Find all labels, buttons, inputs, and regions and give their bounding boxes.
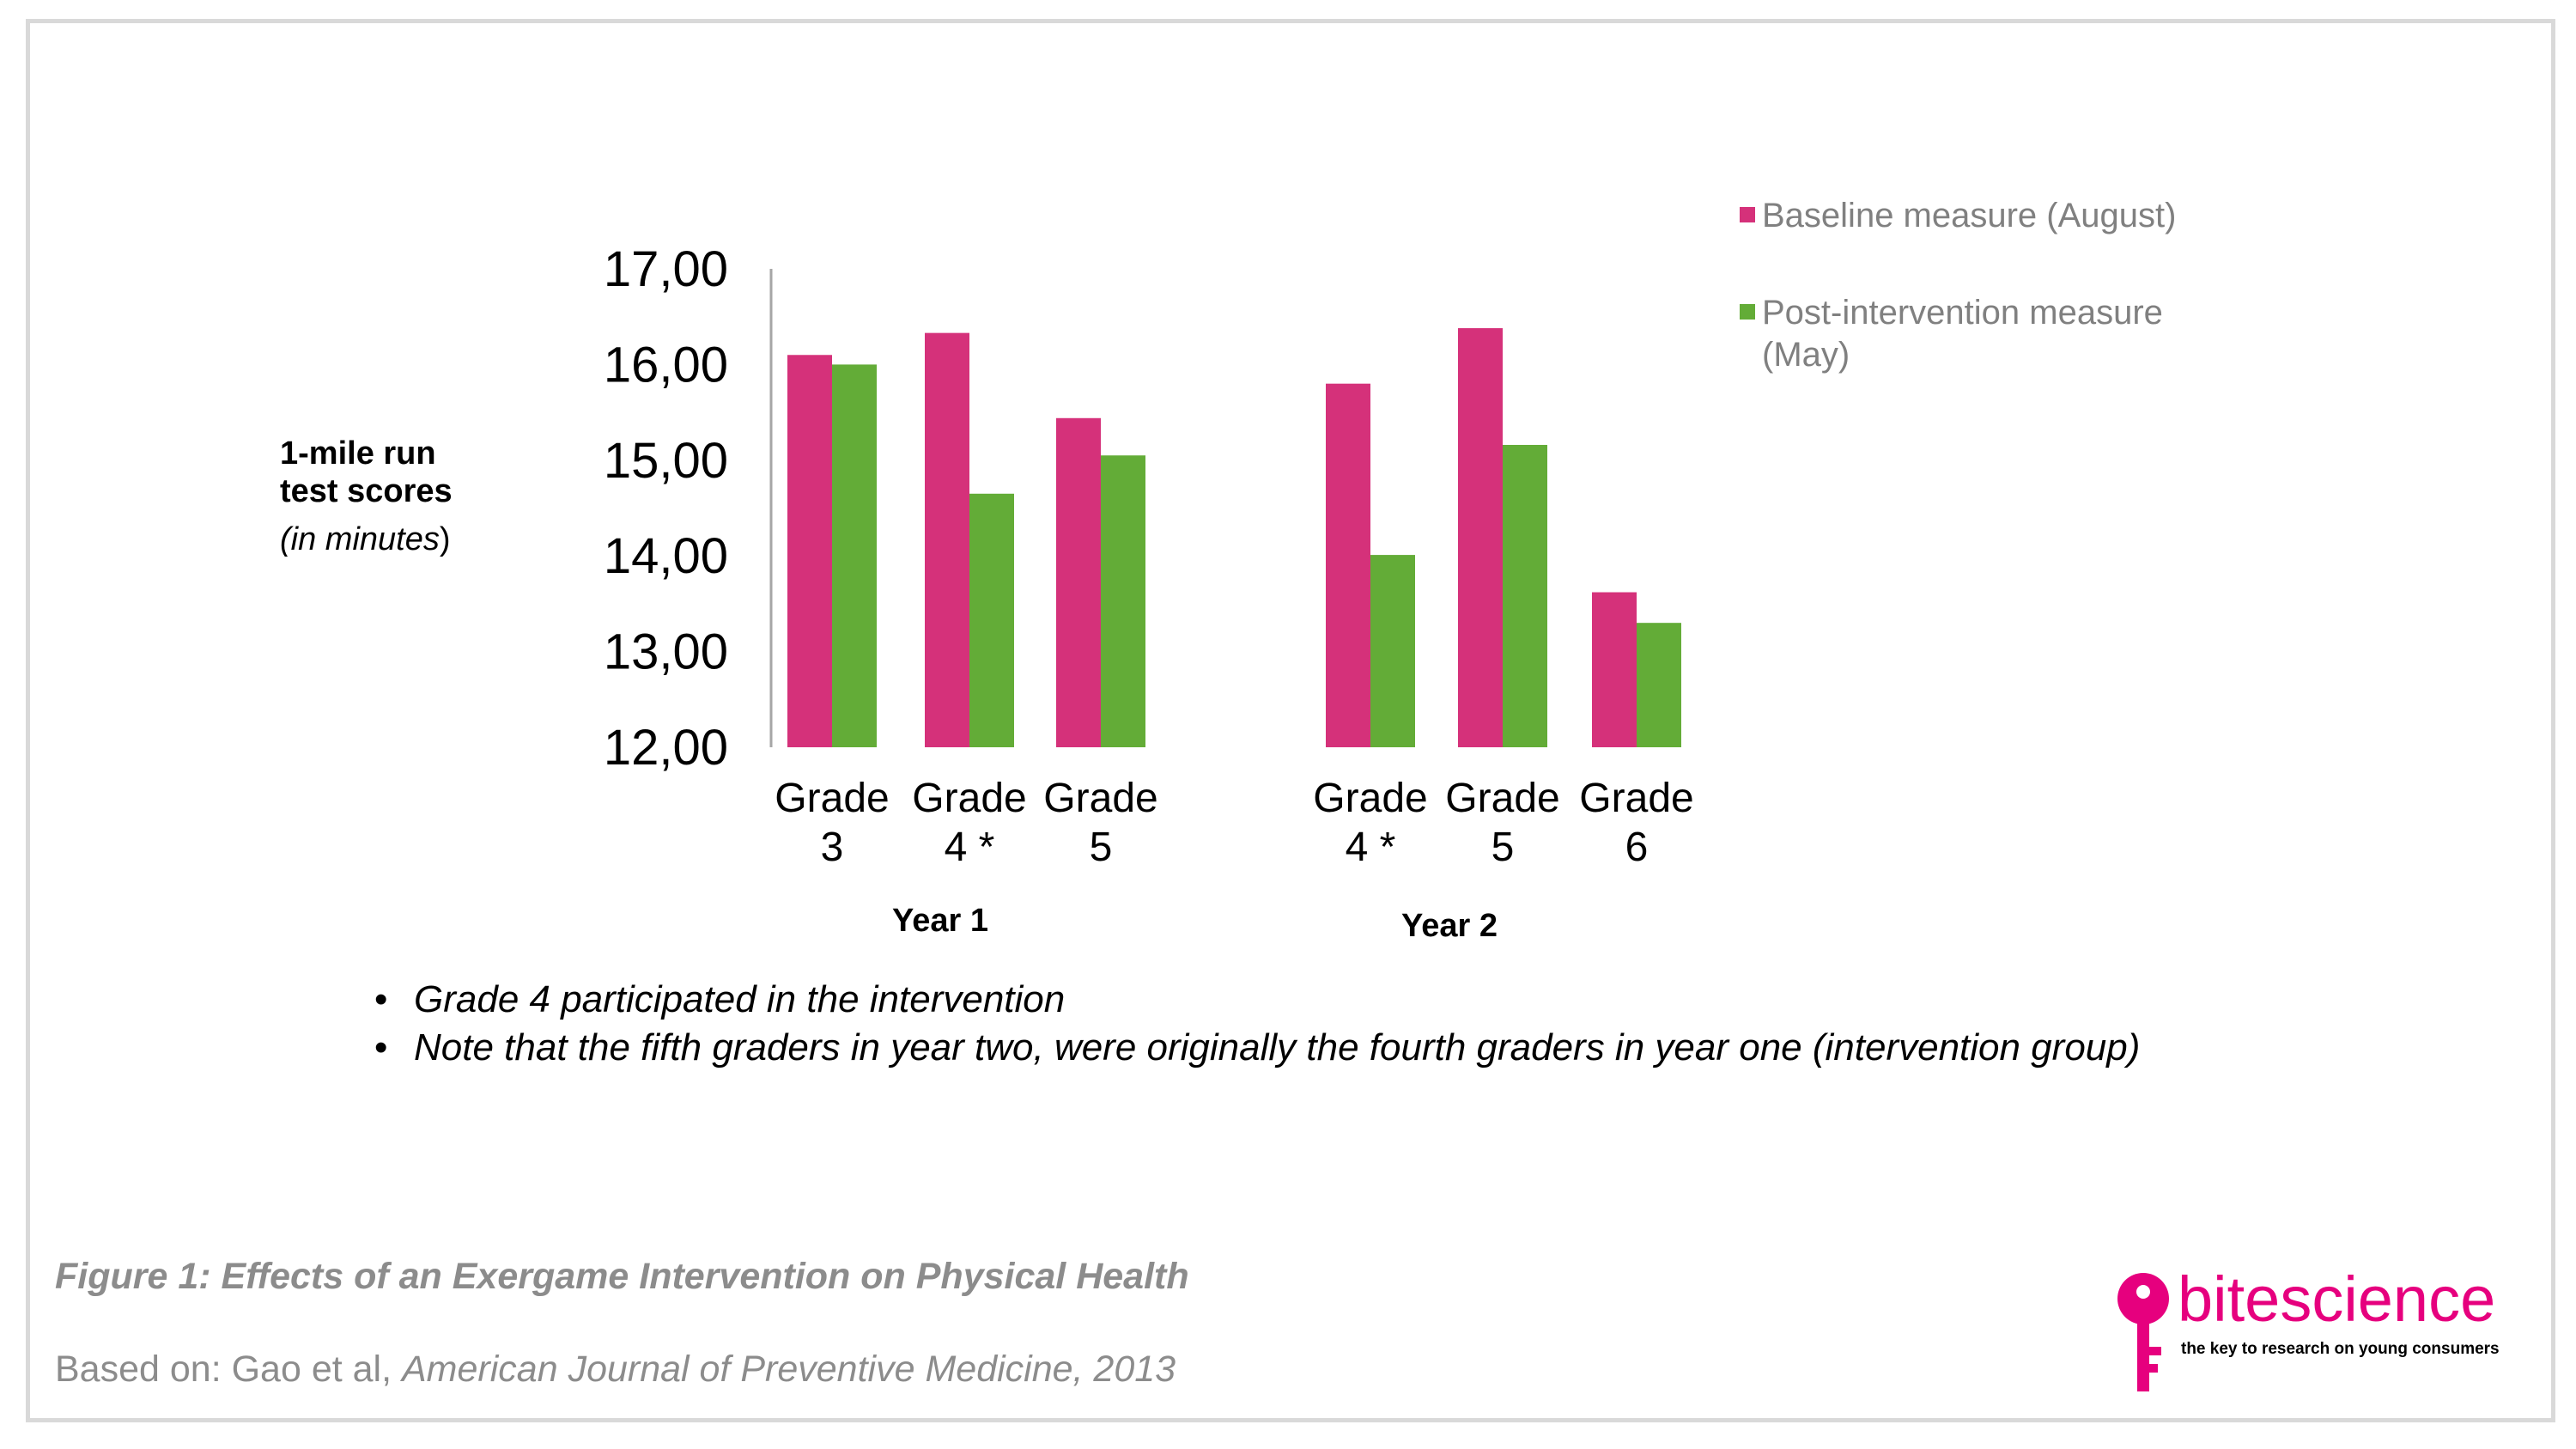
x-tick-label: Grade [1043, 776, 1157, 821]
logo-wordmark: bitescience [2178, 1263, 2495, 1336]
x-tick-label: Grade [775, 776, 889, 821]
bar-post-intervention [1370, 555, 1415, 747]
y-tick-label: 17,00 [604, 241, 728, 297]
bar-post-intervention [832, 364, 877, 747]
y-tick-labels: 12,00 13,00 14,00 15,00 16,00 17,00 [604, 241, 728, 776]
bar-post-intervention [1503, 444, 1547, 747]
bar-baseline [787, 355, 832, 747]
legend-label-post-line2: (May) [1762, 336, 1850, 374]
bar-baseline [1326, 383, 1370, 747]
legend-label-post-line1: Post-intervention measure [1762, 294, 2163, 332]
x-tick-label: 3 [821, 825, 844, 870]
y-axis-label-line1: 1-mile run [280, 435, 436, 472]
figure-caption: Figure 1: Effects of an Exergame Interve… [55, 1256, 1189, 1297]
key-icon [2117, 1273, 2169, 1391]
y-axis-unit-close: ) [440, 521, 451, 557]
source-prefix: Based on: Gao et al, [55, 1349, 402, 1390]
bar-baseline [925, 332, 969, 747]
legend-swatch-baseline [1740, 207, 1755, 222]
logo-word-science: science [2280, 1263, 2496, 1335]
bar-baseline [1458, 328, 1503, 747]
notes-list: Grade 4 participated in the intervention… [369, 976, 2140, 1072]
x-tick-label: 4 * [945, 825, 995, 870]
x-tick-label: 6 [1625, 825, 1649, 870]
y-axis-unit: (in minutes [280, 521, 440, 557]
slide-frame [26, 19, 2555, 1422]
x-tick-label: 5 [1090, 825, 1113, 870]
y-axis-label-line2: test scores [280, 473, 453, 509]
note-item: Note that the fifth graders in year two,… [369, 1024, 2140, 1072]
y-tick-label: 12,00 [604, 720, 728, 776]
logo-word-bite: bite [2178, 1263, 2281, 1335]
y-tick-label: 15,00 [604, 433, 728, 489]
x-tick-label: Grade [1445, 776, 1559, 821]
y-axis-label-line3: (in minutes) [280, 521, 451, 557]
legend: Baseline measure (August) Post-intervent… [1740, 197, 2176, 374]
group-label-year-2: Year 2 [1401, 908, 1498, 944]
note-item: Grade 4 participated in the intervention [369, 976, 2140, 1024]
legend-label-baseline: Baseline measure (August) [1762, 197, 2176, 234]
x-tick-label: Grade [912, 776, 1026, 821]
bitescience-logo[interactable]: bitescience the key to research on young… [2111, 1263, 2523, 1397]
group-label-year-1: Year 1 [892, 903, 988, 939]
y-tick-label: 14,00 [604, 528, 728, 584]
logo-tagline: the key to research on young consumers [2181, 1340, 2500, 1358]
x-tick-label: 5 [1492, 825, 1515, 870]
bar-post-intervention [1101, 455, 1145, 747]
x-tick-label: 4 * [1346, 825, 1396, 870]
bar-post-intervention [1637, 623, 1681, 747]
x-tick-label: Grade [1313, 776, 1427, 821]
bar-post-intervention [969, 493, 1014, 747]
bar-baseline [1056, 417, 1101, 747]
bars [787, 328, 1681, 747]
x-tick-label: Grade [1579, 776, 1693, 821]
y-tick-label: 13,00 [604, 624, 728, 680]
x-tick-labels: Grade 3 Grade 4 * Grade 5 Grade 4 * Grad… [775, 776, 1693, 870]
source-citation: Based on: Gao et al, American Journal of… [55, 1349, 1176, 1391]
source-journal: American Journal of Preventive Medicine,… [402, 1349, 1176, 1390]
legend-swatch-post [1740, 304, 1755, 320]
y-tick-label: 16,00 [604, 337, 728, 393]
bar-baseline [1592, 592, 1637, 747]
